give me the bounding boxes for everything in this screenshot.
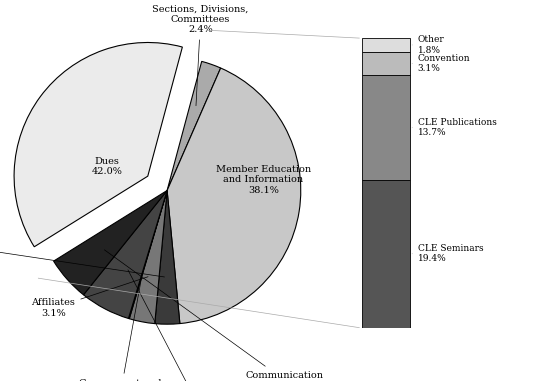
Bar [362, 180, 409, 328]
Wedge shape [129, 190, 167, 323]
Wedge shape [155, 190, 180, 324]
Text: Other
1.8%: Other 1.8% [412, 35, 444, 54]
Text: Convention
3.1%: Convention 3.1% [412, 54, 470, 73]
Bar [362, 38, 409, 52]
Wedge shape [53, 190, 167, 295]
Text: Sections, Divisions,
Committees
2.4%: Sections, Divisions, Committees 2.4% [152, 5, 249, 106]
Text: Member Education
and Information
38.1%: Member Education and Information 38.1% [216, 165, 311, 195]
Text: Communication
5.4%: Communication 5.4% [104, 250, 324, 381]
Text: Affiliates
3.1%: Affiliates 3.1% [32, 277, 148, 318]
Wedge shape [84, 190, 167, 319]
Text: CLE Publications
13.7%: CLE Publications 13.7% [412, 118, 497, 137]
Text: CLE Seminars
19.4%: CLE Seminars 19.4% [412, 244, 483, 263]
Bar [362, 52, 409, 75]
Wedge shape [167, 61, 221, 190]
Wedge shape [167, 68, 301, 323]
Wedge shape [14, 43, 182, 247]
Wedge shape [129, 190, 167, 319]
Text: Bar Operations
3.0%: Bar Operations 3.0% [0, 232, 164, 277]
Bar [362, 75, 409, 180]
Text: Membership
6.1%: Membership 6.1% [128, 270, 228, 381]
Text: Government and
Public Relations
0.1%: Government and Public Relations 0.1% [79, 277, 162, 381]
Text: Dues
42.0%: Dues 42.0% [91, 157, 123, 176]
